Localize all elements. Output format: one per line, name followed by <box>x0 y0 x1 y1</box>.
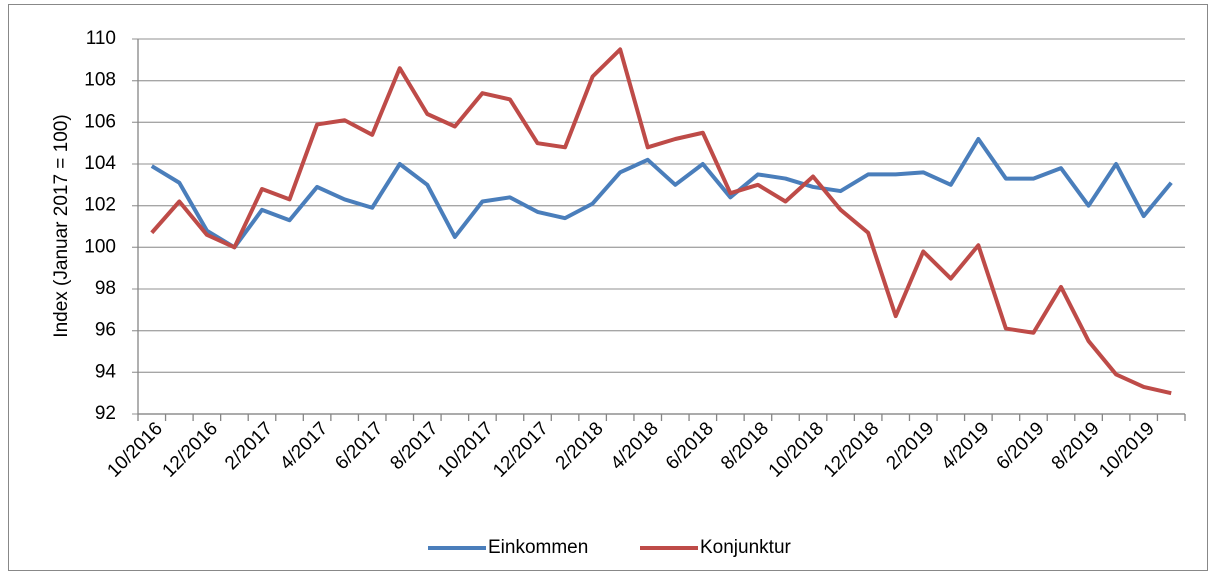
y-tick-label: 102 <box>84 195 116 216</box>
y-tick-label: 106 <box>84 111 116 132</box>
y-axis-title: Index (Januar 2017 = 100) <box>51 114 72 337</box>
legend-label: Konjunktur <box>700 537 792 558</box>
y-tick-label: 108 <box>84 70 116 91</box>
y-tick-label: 100 <box>84 236 116 257</box>
y-tick-label: 110 <box>86 28 116 49</box>
y-tick-label: 96 <box>95 320 116 341</box>
y-tick-label: 98 <box>95 278 116 299</box>
legend-label: Einkommen <box>488 537 588 558</box>
y-tick-label: 104 <box>84 153 116 174</box>
y-tick-label: 94 <box>95 361 117 382</box>
data-line <box>150 47 1172 396</box>
data-line <box>150 137 1173 250</box>
chart-border <box>8 4 1208 571</box>
y-tick-label: 92 <box>95 403 116 424</box>
